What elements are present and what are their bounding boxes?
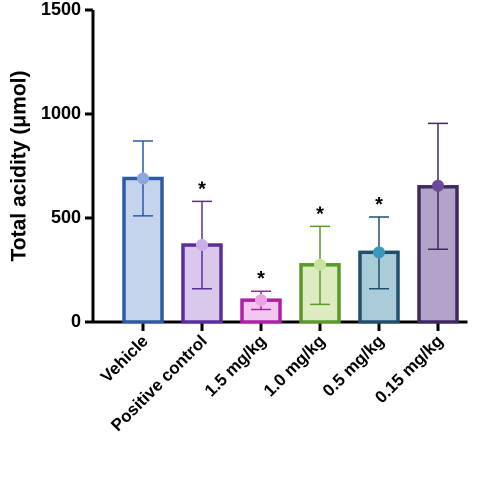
data-point <box>432 179 444 192</box>
annotations-group: * * * * <box>198 178 383 290</box>
data-point <box>314 258 326 271</box>
category-label: 1.0 mg/kg <box>260 331 329 400</box>
y-axis: 0 500 1000 1500 <box>41 0 95 331</box>
y-tick-label: 0 <box>71 311 81 331</box>
error-bars-group <box>133 122 448 311</box>
significance-marker: * <box>316 203 324 225</box>
y-tick-label: 1500 <box>41 0 81 19</box>
bars-group <box>122 176 459 324</box>
data-point <box>196 239 208 252</box>
significance-marker: * <box>198 178 206 200</box>
data-point <box>255 294 267 307</box>
y-tick-label: 500 <box>51 207 81 227</box>
category-label: 1.5 mg/kg <box>201 331 270 400</box>
data-point <box>373 246 385 259</box>
category-label: Vehicle <box>97 331 152 386</box>
significance-marker: * <box>375 194 383 216</box>
significance-marker: * <box>257 268 265 290</box>
y-tick-label: 1000 <box>41 103 81 123</box>
points-group <box>137 172 444 307</box>
y-axis-title: Total acidity (μmol) <box>8 71 31 262</box>
data-point <box>137 172 149 185</box>
